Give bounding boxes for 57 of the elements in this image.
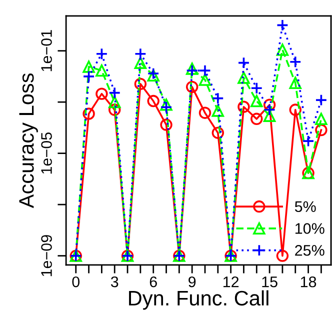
point: [276, 250, 289, 262]
x-tick-label: 0: [72, 276, 80, 288]
point: [134, 78, 147, 90]
x-tick-label: 9: [188, 276, 196, 288]
point: [238, 100, 250, 113]
point: [315, 94, 328, 106]
x-tick-label: 6: [150, 276, 157, 288]
x-tick-label: 3: [110, 276, 118, 288]
legend-label: 25%: [295, 244, 324, 256]
x-axis-title: Dyn. Func. Call: [129, 290, 268, 310]
x-tick-label: 12: [223, 276, 239, 288]
point: [198, 64, 212, 77]
point: [160, 98, 172, 111]
y-tick-label: 1e−01: [41, 30, 52, 72]
point: [315, 124, 328, 136]
point: [238, 72, 250, 84]
point: [96, 48, 108, 60]
point: [147, 94, 160, 108]
x-tick-label: 18: [300, 276, 316, 288]
point: [263, 110, 276, 122]
point: [276, 44, 289, 56]
y-tick-label: 1e−05: [41, 132, 52, 174]
point: [186, 80, 198, 94]
point: [263, 104, 276, 116]
point: [198, 106, 212, 119]
point: [82, 108, 95, 120]
point: [276, 19, 289, 32]
point: [108, 104, 121, 116]
point: [289, 104, 302, 116]
point: [160, 101, 172, 114]
point: [212, 92, 224, 104]
point: [134, 48, 147, 60]
point: [96, 64, 108, 77]
point: [134, 56, 147, 69]
point: [250, 112, 263, 126]
point: [82, 60, 95, 73]
legend-label: 5%: [294, 201, 316, 212]
point: [108, 96, 121, 108]
point: [108, 86, 121, 99]
point: [238, 56, 250, 69]
point: [289, 76, 302, 90]
y-tick-label: 1e−09: [41, 235, 52, 276]
point: [289, 56, 302, 68]
point: [96, 88, 108, 100]
point: [212, 126, 224, 139]
point: [198, 74, 212, 86]
point: [212, 104, 224, 117]
legend-label: 10%: [295, 223, 324, 234]
point: [263, 98, 276, 111]
x-tick-label: 15: [262, 276, 278, 288]
y-axis-title: Accuracy Loss: [19, 73, 38, 208]
point: [82, 70, 95, 83]
point: [302, 134, 314, 148]
point: [160, 118, 172, 131]
point: [250, 82, 263, 94]
point: [250, 94, 263, 108]
point: [315, 112, 328, 126]
